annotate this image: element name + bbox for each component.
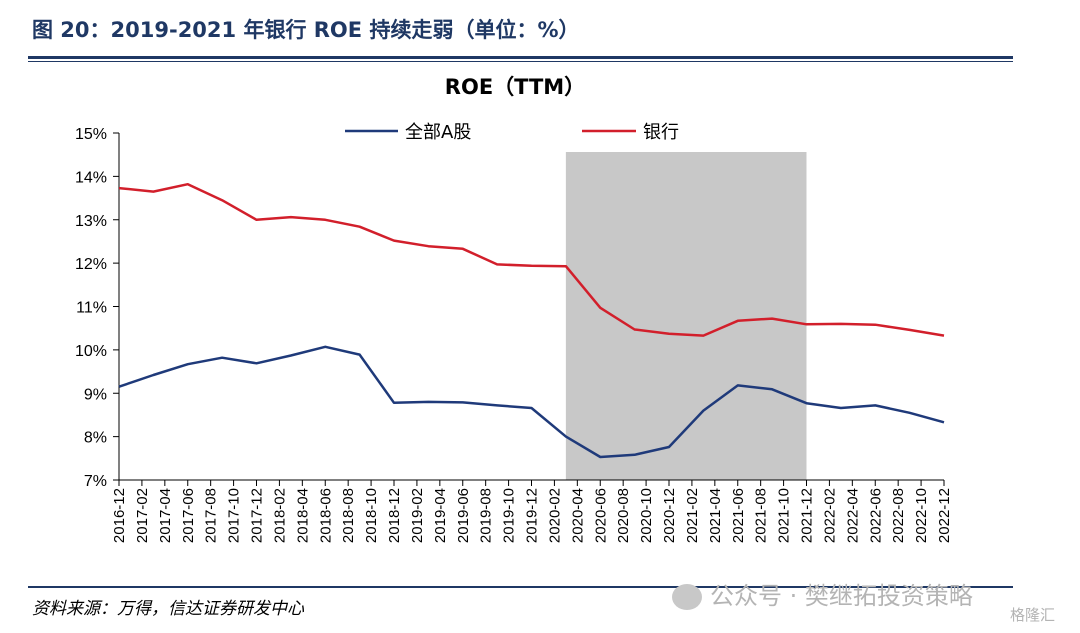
y-tick-label: 12%	[75, 256, 107, 273]
y-tick-label: 7%	[84, 473, 107, 490]
y-tick-label: 14%	[75, 169, 107, 186]
x-tick-label: 2019-12	[524, 488, 541, 543]
watermark: 公众号 · 樊继拓投资策略	[672, 576, 973, 611]
x-tick-label: 2019-04	[432, 488, 449, 543]
series-lines	[118, 182, 945, 459]
y-tick-label: 8%	[84, 430, 107, 447]
y-tick-label: 10%	[75, 343, 107, 360]
top-rule-thin	[28, 61, 1013, 62]
x-tick-label: 2022-02	[821, 488, 838, 543]
axes: 7% 8% 9% 10% 11% 12% 13% 14% 15% 2016-12 2017-02 20…	[75, 126, 953, 543]
x-tick-label: 2017-10	[226, 488, 243, 543]
chart-title: ROE（TTM）	[445, 75, 585, 99]
y-tick-label: 15%	[75, 126, 107, 143]
x-tick-label: 2022-10	[913, 488, 930, 543]
bottom-rule	[28, 586, 1013, 588]
corner-logo: 格隆汇	[1010, 606, 1056, 624]
x-tick-label: 2020-08	[615, 488, 632, 543]
x-tick-label: 2020-06	[592, 488, 609, 543]
legend: 全部A股 银行	[345, 122, 679, 143]
x-tick-label: 2016-12	[111, 488, 128, 543]
shaded-region	[565, 152, 807, 480]
x-tick-label: 2017-02	[134, 488, 151, 543]
figure-title: 图 20：2019-2021 年银行 ROE 持续走弱（单位：%）	[32, 18, 580, 42]
x-tick-label: 2018-08	[340, 488, 357, 543]
x-tick-label: 2018-04	[294, 488, 311, 543]
x-tick-label: 2021-10	[776, 488, 793, 543]
x-tick-label: 2018-12	[386, 488, 403, 543]
x-tick-label: 2021-08	[753, 488, 770, 543]
y-tick-label: 11%	[76, 300, 107, 317]
x-tick-label: 2021-06	[730, 488, 747, 543]
x-tick-label: 2022-12	[936, 488, 953, 543]
x-tick-label: 2019-02	[409, 488, 426, 543]
roe-line-chart: ROE（TTM） 7% 8% 9% 10% 11% 12% 13% 14% 15% 2016-12…	[75, 75, 953, 543]
x-tick-label: 2022-06	[867, 488, 884, 543]
x-tick-label: 2017-08	[203, 488, 220, 543]
wechat-icon	[672, 584, 702, 610]
x-tick-label: 2022-04	[844, 488, 861, 543]
top-rule	[28, 56, 1013, 59]
legend-label-all-a: 全部A股	[405, 122, 471, 143]
x-tick-label: 2021-04	[707, 488, 724, 543]
x-tick-label: 2021-12	[799, 488, 816, 543]
x-tick-label: 2020-12	[661, 488, 678, 543]
source-note: 资料来源：万得，信达证券研发中心	[32, 599, 304, 619]
x-tick-label: 2020-02	[546, 488, 563, 543]
x-tick-label: 2019-06	[455, 488, 472, 543]
series-line-bank	[118, 182, 945, 337]
x-tick-label: 2018-10	[363, 488, 380, 543]
shaded-period	[565, 152, 807, 480]
x-tick-label: 2020-10	[638, 488, 655, 543]
x-tick-label: 2020-04	[569, 488, 586, 543]
x-tick-label: 2018-02	[271, 488, 288, 543]
x-tick-label: 2017-04	[157, 488, 174, 543]
x-tick-label: 2019-10	[501, 488, 518, 543]
y-tick-label: 13%	[75, 213, 107, 230]
x-tick-label: 2019-08	[478, 488, 495, 543]
x-tick-label: 2017-06	[180, 488, 197, 543]
x-tick-label: 2022-08	[890, 488, 907, 543]
x-tick-label: 2017-12	[249, 488, 266, 543]
watermark-text: 公众号 · 樊继拓投资策略	[710, 582, 973, 610]
y-tick-label: 9%	[84, 386, 107, 403]
legend-label-bank: 银行	[643, 122, 679, 143]
x-tick-label: 2018-06	[317, 488, 334, 543]
x-tick-label: 2021-02	[684, 488, 701, 543]
series-line-all-a	[118, 345, 945, 459]
